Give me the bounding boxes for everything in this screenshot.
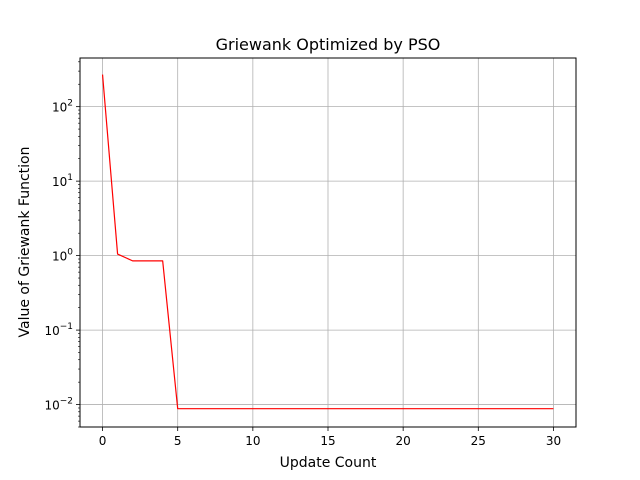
chart-title: Griewank Optimized by PSO: [216, 35, 441, 54]
y-tick-label: 102: [52, 99, 73, 115]
y-tick-base: 10: [52, 101, 67, 115]
series-line: [101, 74, 554, 410]
y-tick-label: 100: [52, 248, 73, 264]
y-tick-exponent: −1: [60, 322, 73, 332]
y-tick-base: 10: [52, 175, 67, 189]
x-tick-label: 15: [320, 434, 335, 448]
y-tick-label: 10−1: [44, 322, 73, 338]
y-tick-label: 101: [52, 173, 73, 189]
y-tick-base: 10: [52, 250, 67, 264]
x-tick-label: 0: [99, 434, 107, 448]
x-tick-label: 5: [174, 434, 182, 448]
y-tick-exponent: 0: [67, 248, 73, 258]
x-tick-label: 25: [471, 434, 486, 448]
data-series: [101, 74, 554, 410]
y-axis-label: Value of Griewank Function: [17, 147, 33, 338]
y-tick-exponent: 1: [67, 173, 73, 183]
y-tick-base: 10: [44, 324, 59, 338]
x-axis-ticks: 0 5 10 15 20 25 30: [99, 427, 561, 448]
y-tick-base: 10: [44, 399, 59, 413]
x-axis-label: Update Count: [280, 455, 377, 471]
grid-lines: [80, 58, 576, 427]
x-tick-label: 20: [396, 434, 411, 448]
y-tick-label: 10−2: [44, 397, 73, 413]
x-tick-label: 10: [245, 434, 260, 448]
y-tick-exponent: 2: [67, 99, 73, 109]
y-tick-exponent: −2: [60, 397, 73, 407]
x-tick-label: 30: [546, 434, 561, 448]
